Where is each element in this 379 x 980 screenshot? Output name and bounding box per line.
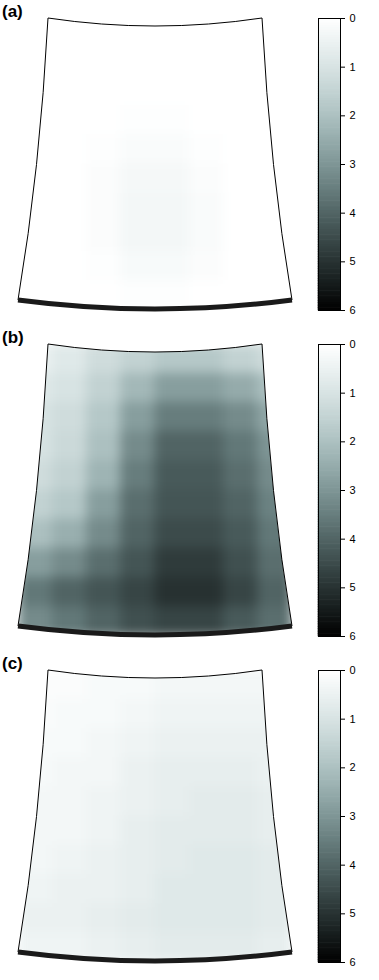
svg-text:5: 5	[350, 907, 356, 919]
svg-text:3: 3	[350, 810, 356, 822]
svg-text:1: 1	[350, 61, 356, 73]
svg-text:1: 1	[350, 387, 356, 399]
html-text:(a): (a)	[2, 2, 23, 21]
svg-text:6: 6	[350, 304, 356, 316]
svg-text:2: 2	[350, 761, 356, 773]
svg-text:0: 0	[350, 12, 356, 24]
html-text:(b): (b)	[2, 328, 24, 347]
svg-text:1: 1	[350, 713, 356, 725]
svg-text:5: 5	[350, 255, 356, 267]
svg-text:2: 2	[350, 109, 356, 121]
svg-text:3: 3	[350, 158, 356, 170]
svg-text:2: 2	[350, 435, 356, 447]
html-text:(c): (c)	[2, 654, 23, 673]
svg-text:6: 6	[350, 956, 356, 968]
svg-text:4: 4	[350, 533, 356, 545]
svg-text:4: 4	[350, 207, 356, 219]
svg-text:5: 5	[350, 581, 356, 593]
svg-text:0: 0	[350, 338, 356, 350]
svg-text:6: 6	[350, 630, 356, 642]
svg-text:4: 4	[350, 859, 356, 871]
svg-text:0: 0	[350, 664, 356, 676]
svg-text:3: 3	[350, 484, 356, 496]
